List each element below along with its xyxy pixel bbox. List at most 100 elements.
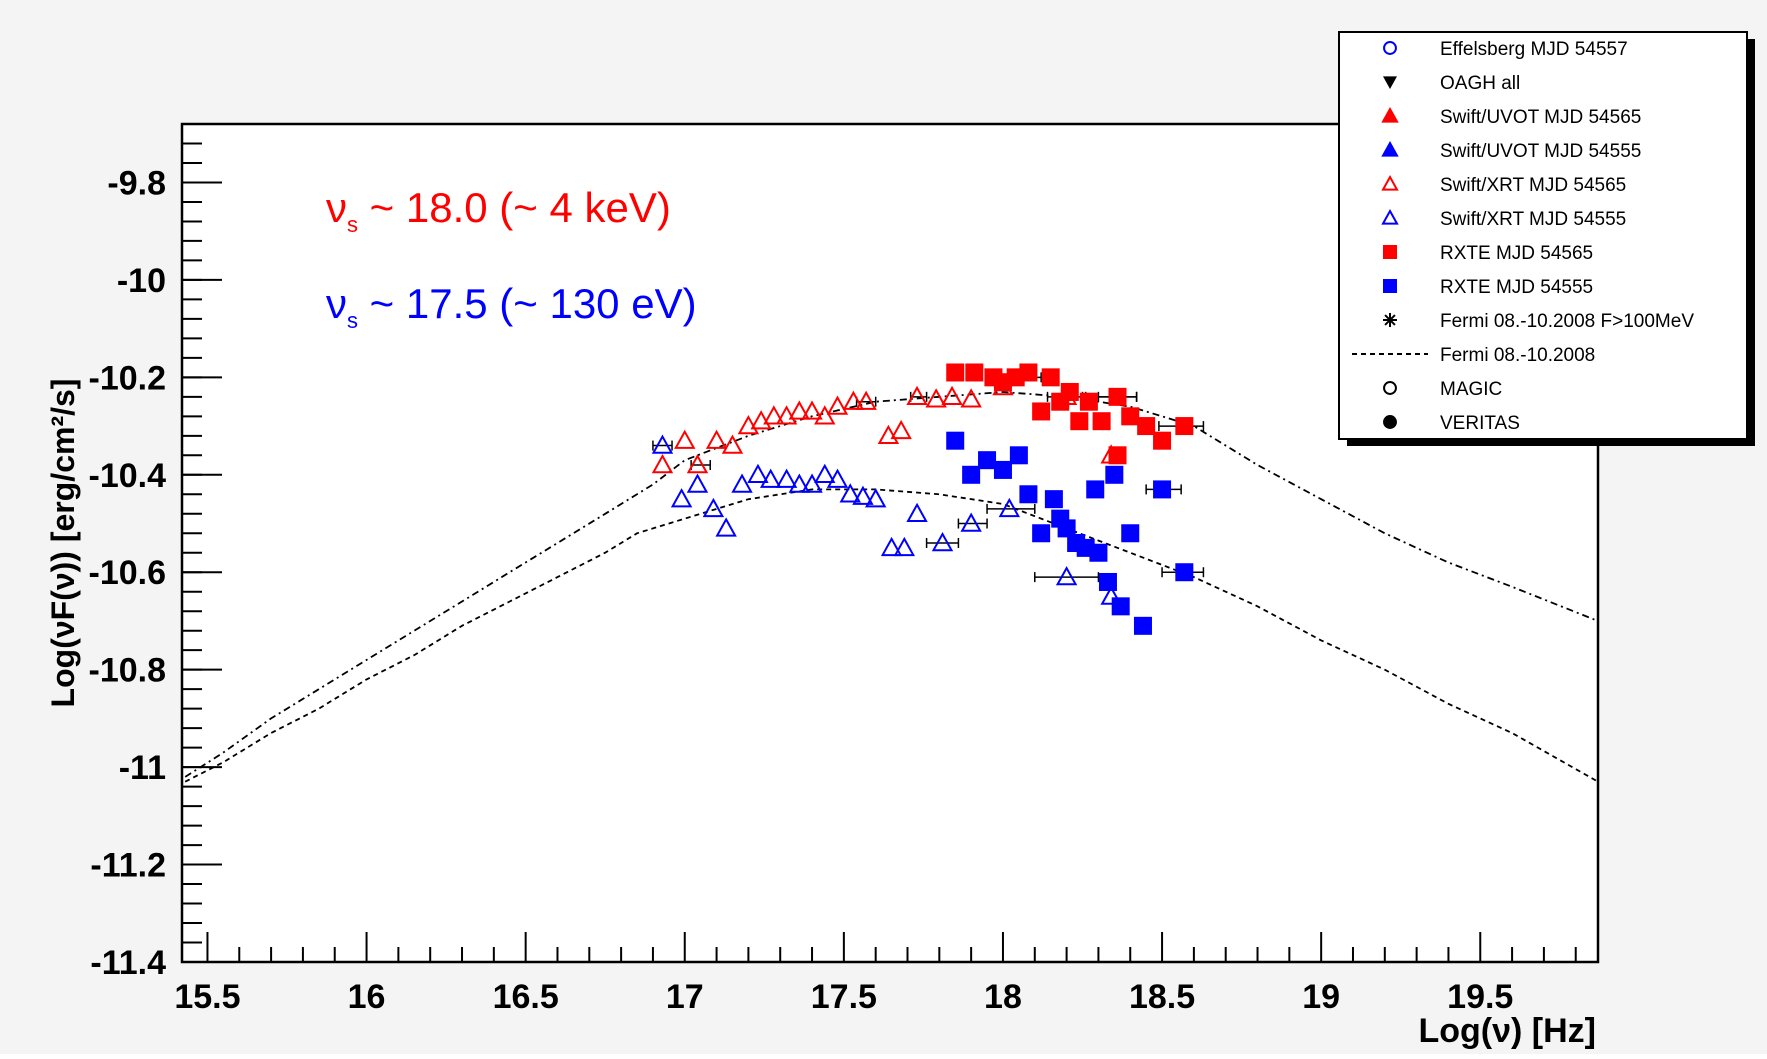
circle-marker — [1383, 381, 1397, 395]
nu-symbol: ν — [326, 184, 347, 231]
legend-label: Swift/XRT MJD 54555 — [1440, 209, 1626, 230]
x-tick-label: 17 — [666, 978, 704, 1016]
legend: Effelsberg MJD 54557 OAGH all Swift/UVOT M… — [1338, 31, 1755, 446]
circle-marker — [1383, 415, 1397, 429]
square-marker — [1383, 245, 1397, 259]
annotations: νs ~ 18.0 (~ 4 keV)νs ~ 17.5 (~ 130 eV) — [326, 184, 697, 333]
triangle-marker — [826, 395, 849, 415]
legend-label: Effelsberg MJD 54557 — [1440, 39, 1628, 60]
x-tick-label: 19.5 — [1447, 978, 1513, 1016]
triangle-marker — [731, 473, 753, 493]
triangle-marker — [674, 429, 696, 449]
square-marker — [1153, 431, 1172, 450]
triangle-marker — [941, 385, 963, 406]
square-marker — [1133, 616, 1152, 635]
square-marker — [1175, 417, 1194, 436]
x-tick-label: 19 — [1302, 978, 1340, 1016]
model-curve — [184, 391, 1599, 778]
square-marker — [1175, 563, 1194, 582]
legend-label: RXTE MJD 54565 — [1440, 243, 1593, 264]
legend-label: Swift/UVOT MJD 54555 — [1440, 141, 1641, 162]
square-marker — [1137, 417, 1156, 436]
triangle-marker — [906, 502, 928, 522]
square-marker — [1111, 597, 1130, 616]
x-tick-label: 18.5 — [1129, 978, 1195, 1016]
model-curves — [184, 391, 1599, 783]
triangle-marker — [925, 388, 947, 408]
triangle-marker — [759, 468, 782, 488]
triangle-marker — [855, 390, 877, 410]
y-tick-label: -10.2 — [89, 359, 167, 397]
triangle-marker — [1100, 585, 1122, 605]
square-marker — [946, 431, 965, 450]
triangle-marker — [864, 488, 887, 508]
y-axis-label: Log(νF(ν)) [erg/cm²/s] — [45, 379, 81, 708]
triangle-marker — [906, 385, 928, 406]
square-marker — [1092, 412, 1111, 431]
x-axis-label: Log(ν) [Hz] — [1418, 1012, 1596, 1050]
square-marker — [1121, 524, 1140, 543]
legend-label: Fermi 08.-10.2008 F>100MeV — [1440, 311, 1694, 332]
triangle-marker — [880, 536, 903, 557]
triangle-marker — [670, 488, 693, 508]
legend-label: OAGH all — [1440, 73, 1520, 94]
square-marker — [962, 465, 981, 484]
triangle-marker — [839, 483, 861, 503]
square-marker — [1044, 490, 1063, 509]
legend-label: Fermi 08.-10.2008 — [1440, 345, 1595, 366]
square-marker — [1019, 363, 1038, 382]
square-marker — [946, 363, 965, 382]
triangle-marker — [788, 400, 811, 420]
square-marker — [1070, 412, 1089, 431]
square-marker — [1060, 382, 1079, 401]
triangle-marker — [852, 485, 874, 505]
legend-label: Swift/UVOT MJD 54565 — [1440, 107, 1641, 128]
square-marker — [1098, 572, 1117, 591]
square-marker — [993, 460, 1012, 479]
square-marker — [978, 451, 997, 470]
triangle-marker — [686, 473, 709, 493]
triangle-marker — [721, 434, 744, 454]
legend-box — [1338, 31, 1748, 440]
y-tick-label: -10 — [117, 262, 166, 300]
legend-label: Swift/XRT MJD 54565 — [1440, 175, 1626, 196]
model-curve — [184, 488, 1599, 783]
triangle-marker — [651, 453, 674, 474]
x-tick-label: 16 — [348, 978, 386, 1016]
triangle-marker — [686, 453, 709, 474]
x-tick-label: 15.5 — [174, 978, 240, 1016]
y-tick-label: -11.4 — [90, 944, 166, 982]
y-tick-label: -10.8 — [89, 652, 167, 690]
triangle-marker — [715, 517, 737, 537]
triangle-marker — [1055, 566, 1078, 586]
x-tick-label: 17.5 — [811, 978, 877, 1016]
y-tick-label: -10.4 — [89, 457, 167, 495]
triangle-marker — [775, 468, 798, 488]
square-marker — [1108, 446, 1127, 465]
triangle-marker — [801, 473, 823, 493]
square-marker — [1079, 392, 1098, 411]
square-marker — [1019, 485, 1038, 504]
legend-label: MAGIC — [1440, 379, 1502, 400]
subscript: s — [347, 212, 358, 237]
circle-marker — [1383, 41, 1397, 55]
square-marker — [1086, 480, 1105, 499]
subscript: s — [347, 308, 358, 333]
y-tick-label: -10.6 — [89, 554, 167, 592]
triangle-marker — [651, 434, 674, 454]
legend-label: VERITAS — [1440, 413, 1520, 434]
triangle-marker — [747, 463, 769, 483]
square-marker — [1041, 368, 1060, 387]
triangle-marker — [826, 468, 849, 488]
y-tick-label: -11 — [119, 749, 166, 787]
square-marker — [1089, 543, 1108, 562]
triangle-down-marker — [1383, 76, 1397, 89]
legend-label: RXTE MJD 54555 — [1440, 277, 1593, 298]
annotation-rest: ~ 18.0 (~ 4 keV) — [358, 184, 671, 231]
data-points — [651, 363, 1205, 635]
annotation-text: νs ~ 17.5 (~ 130 eV) — [326, 280, 697, 333]
triangle-marker — [960, 512, 982, 532]
triangle-marker — [1381, 106, 1399, 123]
